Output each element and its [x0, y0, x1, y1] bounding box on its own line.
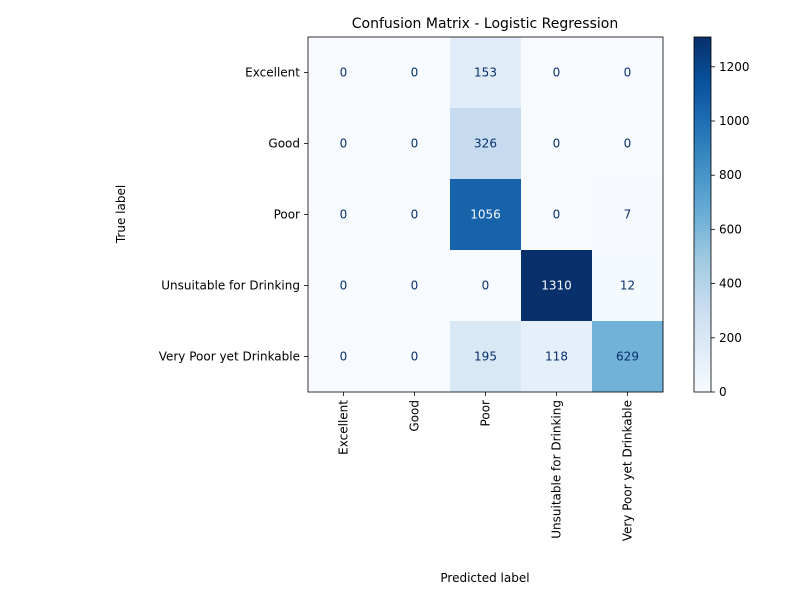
cell-value-label: 12 [620, 279, 635, 293]
cell-value-label: 0 [553, 66, 561, 80]
y-tick-label: Good [268, 137, 300, 151]
cell-value-label: 0 [340, 350, 348, 364]
x-tick-label: Excellent [337, 400, 351, 455]
y-axis-label: True label [114, 185, 128, 244]
heatmap-cell [450, 321, 522, 393]
heatmap-cell [521, 37, 593, 109]
heatmap-cell [450, 37, 522, 109]
colorbar-tick-label: 800 [719, 168, 742, 182]
y-tick-label: Excellent [245, 66, 300, 80]
y-tick-label: Unsuitable for Drinking [161, 279, 300, 293]
heatmap-cell [379, 37, 451, 109]
heatmap-cell [521, 250, 593, 322]
x-tick-label: Poor [479, 400, 493, 426]
cell-value-label: 1056 [470, 208, 501, 222]
colorbar: 0 200 400 600 800 1000 1200 [693, 36, 750, 399]
colorbar-tick-label: 400 [719, 277, 742, 291]
heatmap-cell [379, 108, 451, 180]
heatmap-cell [450, 108, 522, 180]
heatmap-cell [379, 179, 451, 251]
y-axis-ticks: Excellent Good Poor Unsuitable for Drinking… [159, 66, 308, 364]
heatmap-cells [308, 37, 664, 393]
cell-value-label: 0 [482, 279, 490, 293]
heatmap-cell [308, 108, 380, 180]
colorbar-ticks: 0 200 400 600 800 1000 1200 [711, 60, 750, 399]
colorbar-tick-label: 200 [719, 331, 742, 345]
cell-value-label: 0 [340, 279, 348, 293]
heatmap-cell [592, 250, 664, 322]
x-tick-label: Unsuitable for Drinking [550, 400, 564, 539]
cell-value-label: 0 [340, 137, 348, 151]
heatmap-cell [592, 108, 664, 180]
cell-value-label: 0 [411, 350, 419, 364]
cell-value-label: 195 [474, 350, 497, 364]
cell-value-label: 0 [624, 66, 632, 80]
heatmap-cell [450, 179, 522, 251]
y-tick-label: Very Poor yet Drinkable [159, 350, 300, 364]
cell-value-label: 0 [553, 208, 561, 222]
colorbar-tick-label: 1200 [719, 60, 750, 74]
cell-value-label: 118 [545, 350, 568, 364]
colorbar-gradient [693, 36, 712, 393]
heatmap-cell [521, 321, 593, 393]
cell-value-label: 0 [340, 66, 348, 80]
cell-value-label: 0 [553, 137, 561, 151]
heatmap-cell [379, 321, 451, 393]
x-axis-label: Predicted label [440, 571, 529, 585]
heatmap-cell [592, 179, 664, 251]
cell-value-label: 0 [340, 208, 348, 222]
heatmap-cell [308, 37, 380, 109]
cell-value-label: 0 [411, 137, 419, 151]
heatmap-cell [592, 37, 664, 109]
chart-title: Confusion Matrix - Logistic Regression [352, 16, 618, 32]
cell-value-label: 629 [616, 350, 639, 364]
heatmap-cell [521, 108, 593, 180]
y-tick-label: Poor [274, 208, 300, 222]
cell-value-labels: 0 0 153 0 0 0 0 326 0 0 0 0 1056 0 7 0 0 0 1310 12 0 0 195 118 6… [340, 66, 639, 364]
x-axis-ticks: Excellent Good Poor Unsuitable for Drinking… [337, 392, 635, 541]
cell-value-label: 0 [411, 279, 419, 293]
heatmap-cell [592, 321, 664, 393]
cell-value-label: 0 [411, 66, 419, 80]
colorbar-tick-label: 1000 [719, 114, 750, 128]
x-tick-label: Very Poor yet Drinkable [621, 400, 635, 541]
colorbar-tick-label: 0 [719, 385, 727, 399]
heatmap-cell [521, 179, 593, 251]
cell-value-label: 0 [624, 137, 632, 151]
heatmap-cell [450, 250, 522, 322]
colorbar-tick-label: 600 [719, 222, 742, 236]
cell-value-label: 153 [474, 66, 497, 80]
cell-value-label: 7 [624, 208, 632, 222]
cell-value-label: 0 [411, 208, 419, 222]
heatmap-cell [379, 250, 451, 322]
x-tick-label: Good [408, 400, 422, 432]
cell-value-label: 326 [474, 137, 497, 151]
heatmap-cell [308, 321, 380, 393]
cell-value-label: 1310 [541, 279, 572, 293]
heatmap-cell [308, 250, 380, 322]
heatmap-cell [308, 179, 380, 251]
